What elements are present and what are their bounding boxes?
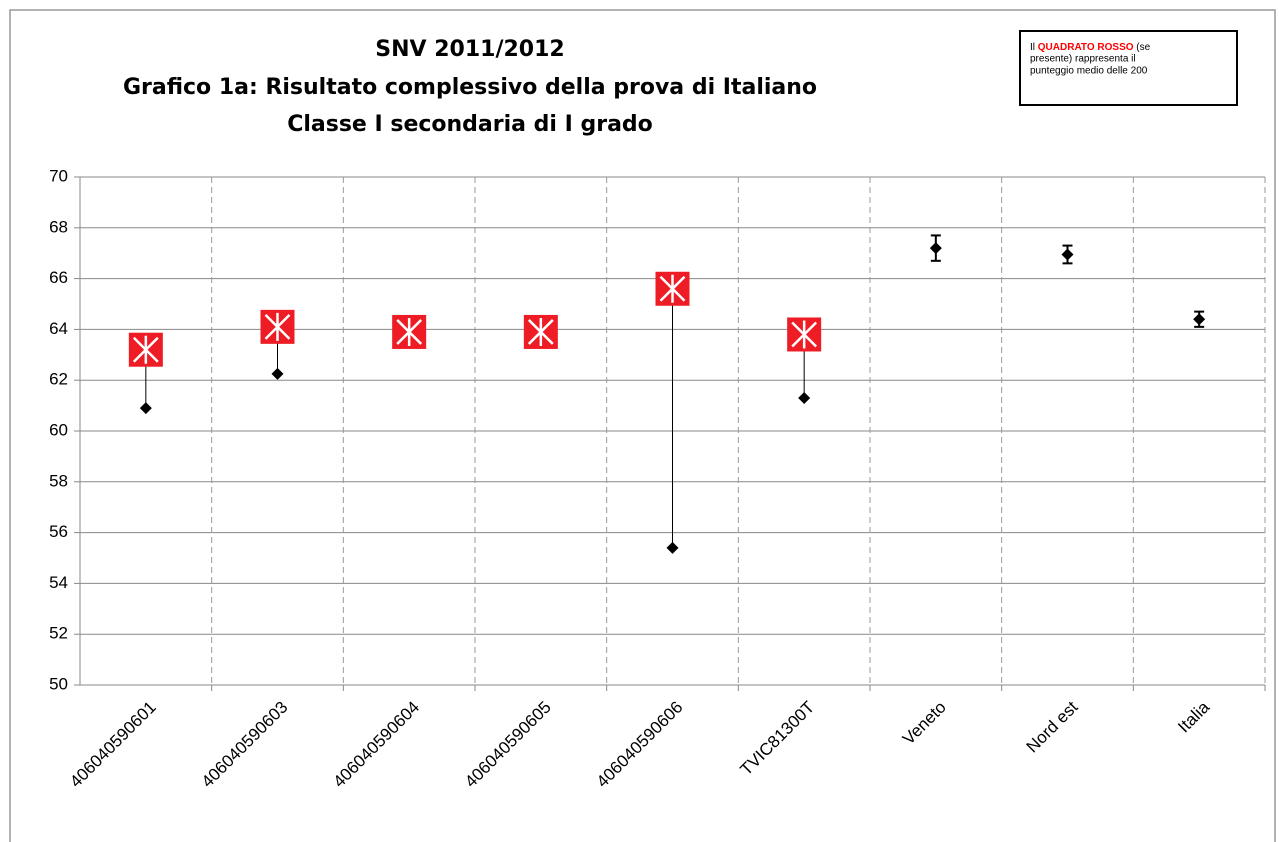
square-cross xyxy=(659,274,686,303)
square-cross xyxy=(396,317,423,346)
diamond-marker xyxy=(139,402,152,415)
x-tick-label: 406040590605 xyxy=(461,698,555,792)
diamond-marker xyxy=(271,367,284,380)
square-marker xyxy=(392,314,427,349)
square-marker xyxy=(655,271,690,306)
square-cross xyxy=(527,317,554,346)
annotation-box xyxy=(1019,30,1238,106)
x-tick-label: Veneto xyxy=(899,698,950,749)
chart-title: Grafico 1a: Risultato complessivo della … xyxy=(123,75,817,100)
x-tick-label: 406040590604 xyxy=(329,698,423,792)
annotation: presente) rappresenta il xyxy=(1030,54,1136,65)
diamond-marker xyxy=(666,541,679,554)
x-tick-label: 406040590601 xyxy=(66,698,160,792)
y-tick-label: 62 xyxy=(49,370,68,389)
diamond-marker xyxy=(798,391,811,404)
square-marker xyxy=(128,332,163,367)
square-marker xyxy=(523,314,558,349)
y-tick-label: 66 xyxy=(49,268,68,287)
diamond-marker xyxy=(1193,313,1206,326)
square-cross xyxy=(791,320,818,349)
y-tick-label: 56 xyxy=(49,522,68,541)
frame xyxy=(9,9,1276,842)
y-tick-label: 60 xyxy=(49,420,68,439)
x-tick-label: Nord est xyxy=(1023,697,1082,756)
chart-title: SNV 2011/2012 xyxy=(375,37,564,62)
chart-title: Classe I secondaria di I grado xyxy=(287,112,653,137)
y-tick-label: 58 xyxy=(49,471,68,490)
x-tick-label: Italia xyxy=(1174,697,1213,736)
y-tick-label: 50 xyxy=(49,674,68,693)
square-cross xyxy=(264,312,291,341)
diamond-marker xyxy=(1061,248,1074,261)
y-tick-label: 70 xyxy=(49,166,68,185)
x-tick-label: TVIC81300T xyxy=(737,698,819,780)
square-marker xyxy=(787,317,822,352)
annotation: punteggio medio delle 200 xyxy=(1030,66,1148,77)
y-tick-label: 68 xyxy=(49,217,68,236)
x-tick-label: 406040590603 xyxy=(198,698,292,792)
y-tick-label: 52 xyxy=(49,624,68,643)
x-tick-label: 406040590606 xyxy=(593,698,687,792)
square-cross xyxy=(132,335,159,364)
y-tick-label: 64 xyxy=(49,319,68,338)
square-marker xyxy=(260,309,295,344)
y-tick-label: 54 xyxy=(49,573,68,592)
annotation: Il QUADRATO ROSSO (se xyxy=(1030,42,1151,53)
diamond-marker xyxy=(929,242,942,255)
